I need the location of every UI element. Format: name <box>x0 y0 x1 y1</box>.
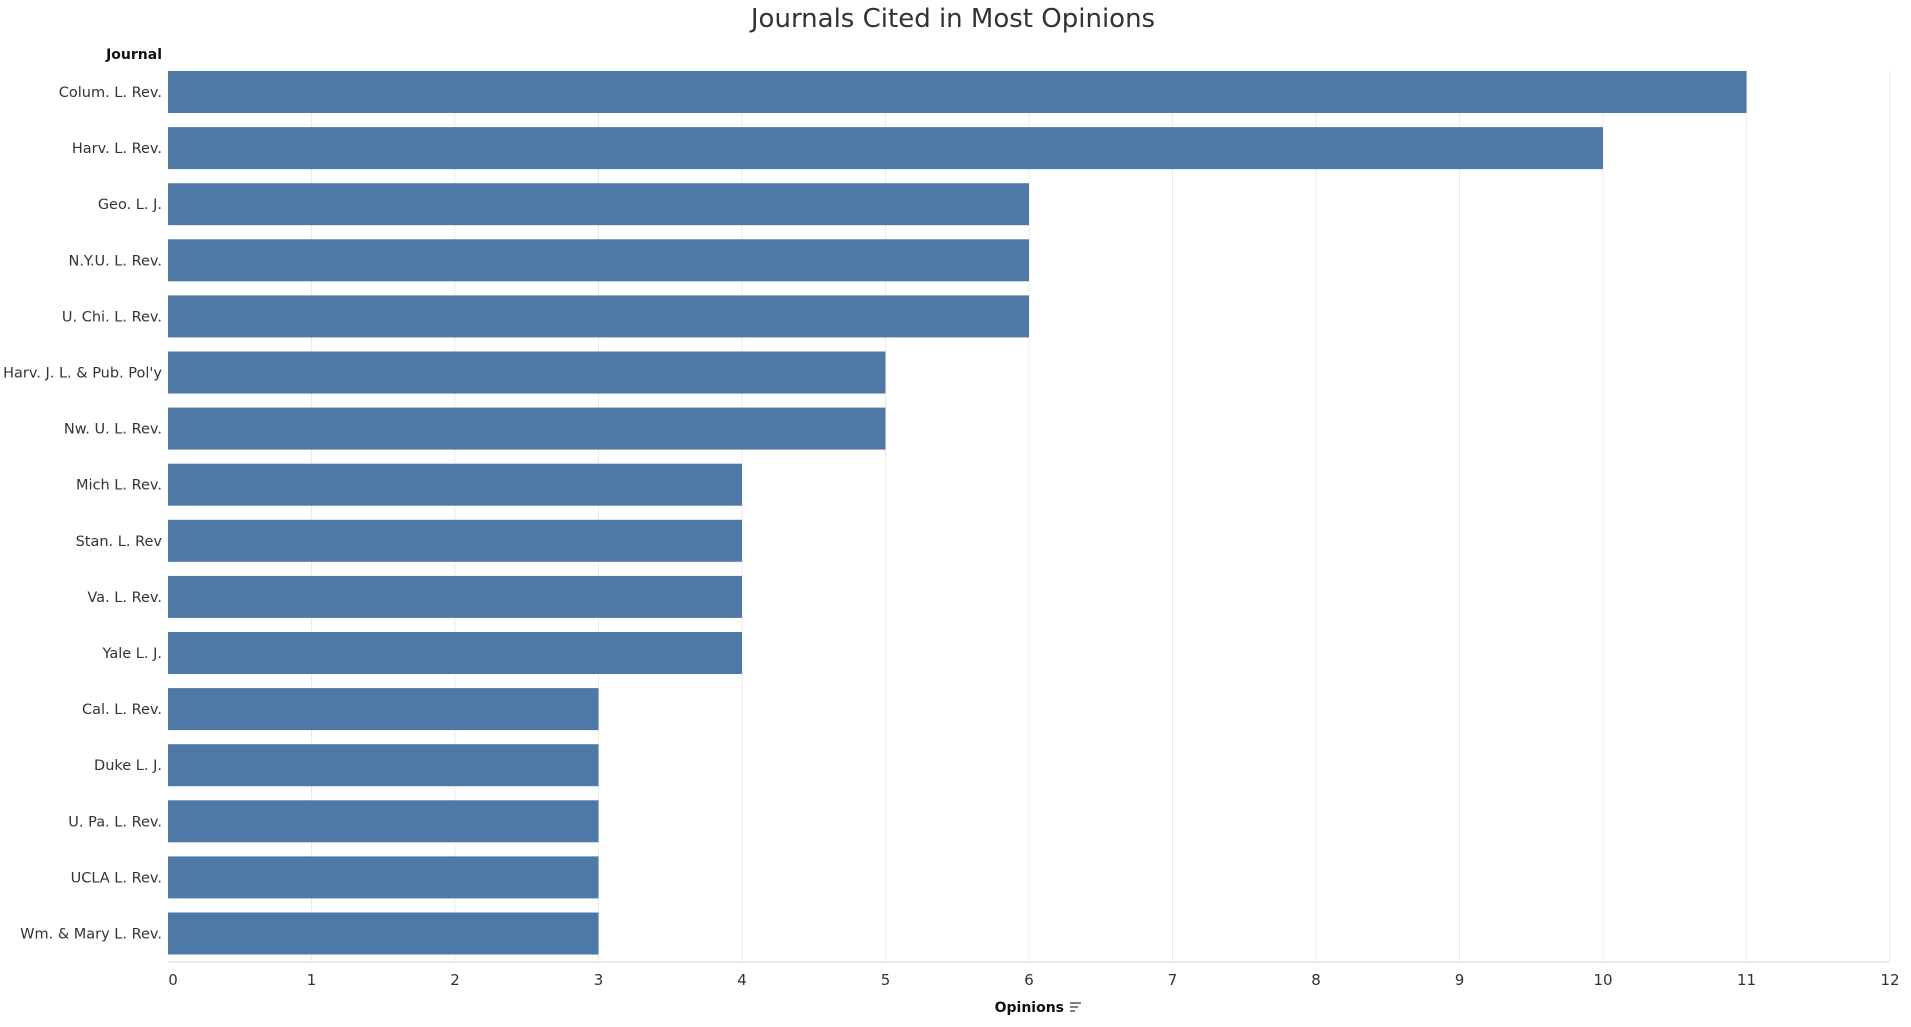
x-tick-label: 6 <box>1024 971 1034 989</box>
category-labels: Colum. L. Rev. Harv. L. Rev. Geo. L. J. N.Y… <box>3 85 162 943</box>
bar[interactable] <box>168 856 599 899</box>
x-tick-label: 11 <box>1737 971 1756 989</box>
category-label: U. Pa. L. Rev. <box>68 814 162 830</box>
bar[interactable] <box>168 239 1029 282</box>
chart-title: Journals Cited in Most Opinions <box>749 4 1155 34</box>
bar[interactable] <box>168 632 742 674</box>
category-label: Wm. & Mary L. Rev. <box>20 927 162 943</box>
category-label: Duke L. J. <box>94 758 162 774</box>
row-header: Journal <box>105 47 162 63</box>
bar[interactable] <box>168 295 1029 338</box>
bar[interactable] <box>168 71 1747 113</box>
category-label: Harv. L. Rev. <box>72 141 162 157</box>
category-label: UCLA L. Rev. <box>71 870 162 886</box>
x-tick-label: 3 <box>594 971 604 989</box>
bar[interactable] <box>168 912 599 955</box>
category-label: Mich L. Rev. <box>76 478 162 494</box>
bar[interactable] <box>168 127 1603 170</box>
x-tick-label: 2 <box>450 971 460 989</box>
bar[interactable] <box>168 351 886 394</box>
x-tick-label: 0 <box>168 971 178 989</box>
bar[interactable] <box>168 575 742 618</box>
x-axis-label: Opinions <box>995 1000 1064 1016</box>
category-label: Va. L. Rev. <box>87 590 162 606</box>
x-tick-label: 10 <box>1593 971 1612 989</box>
bars <box>168 71 1747 955</box>
category-label: Yale L. J. <box>102 646 163 662</box>
x-tick-label: 1 <box>307 971 317 989</box>
x-tick-label: 12 <box>1880 971 1899 989</box>
x-tick-label: 4 <box>737 971 747 989</box>
x-tick-label: 7 <box>1168 971 1178 989</box>
x-tick-label: 9 <box>1455 971 1465 989</box>
bar[interactable] <box>168 407 886 450</box>
x-tick-label: 5 <box>881 971 891 989</box>
bar[interactable] <box>168 744 599 787</box>
category-label: Stan. L. Rev <box>76 534 163 550</box>
bar[interactable] <box>168 688 599 731</box>
sort-icon[interactable] <box>1070 1002 1081 1012</box>
category-label: U. Chi. L. Rev. <box>62 309 162 325</box>
bar[interactable] <box>168 463 742 506</box>
x-axis-ticks: 0 1 2 3 4 5 6 7 8 9 10 11 12 <box>168 971 1899 989</box>
category-label: Nw. U. L. Rev. <box>64 422 162 438</box>
x-tick-label: 8 <box>1311 971 1321 989</box>
category-label: Geo. L. J. <box>98 197 162 213</box>
x-axis-title[interactable]: Opinions <box>995 1000 1081 1016</box>
bar[interactable] <box>168 183 1029 226</box>
category-label: Colum. L. Rev. <box>59 85 162 101</box>
category-label: N.Y.U. L. Rev. <box>68 253 162 269</box>
category-label: Harv. J. L. & Pub. Pol'y <box>3 366 162 382</box>
bar[interactable] <box>168 519 742 562</box>
category-label: Cal. L. Rev. <box>82 702 162 718</box>
bar[interactable] <box>168 800 599 843</box>
